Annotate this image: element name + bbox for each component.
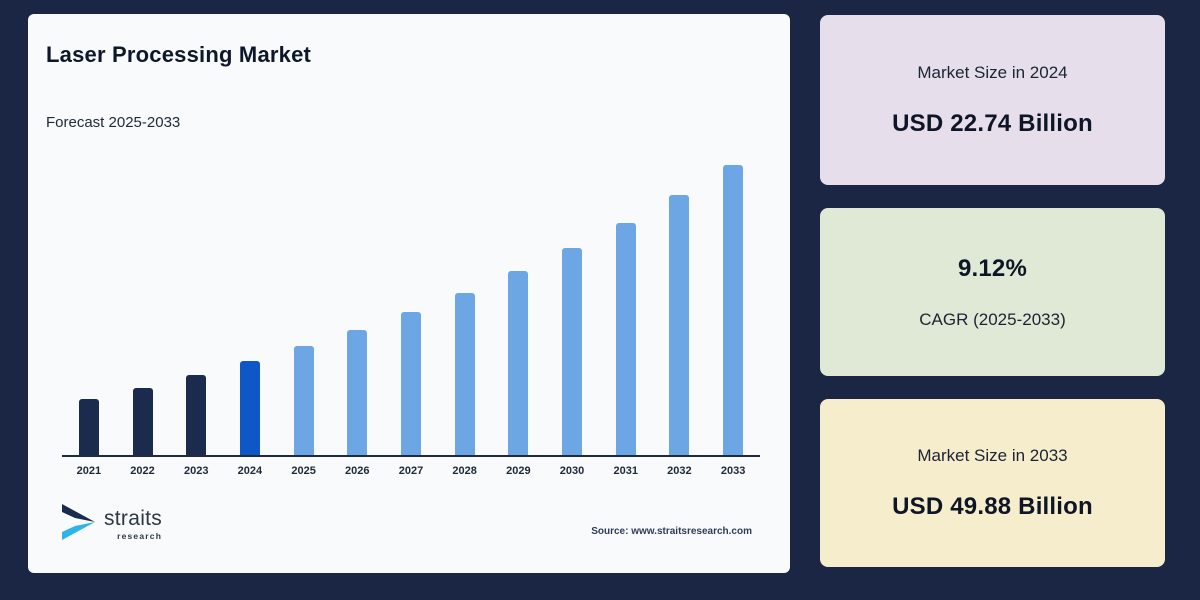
bar-column-2021 <box>62 399 116 455</box>
x-axis-tick-2023: 2023 <box>183 465 209 477</box>
bar-column-2033 <box>706 165 760 455</box>
bar-column-2026 <box>330 330 384 455</box>
bar-column-2028 <box>438 293 492 455</box>
stat-card-market-size-2033: Market Size in 2033 USD 49.88 Billion <box>820 399 1165 567</box>
x-axis-tick-2029: 2029 <box>506 465 531 477</box>
stat-card-market-size-2024: Market Size in 2024 USD 22.74 Billion <box>820 15 1165 185</box>
straits-logo-icon <box>58 502 98 547</box>
page-title: Laser Processing Market <box>46 42 312 67</box>
bar-2030 <box>562 248 583 455</box>
bar-column-2029 <box>492 271 546 455</box>
stat-value: 9.12% <box>957 254 1028 282</box>
bar-2023 <box>186 375 207 455</box>
chart-card: Laser Processing Market Forecast 2025-20… <box>28 14 790 573</box>
logo-subtitle: research <box>117 530 163 541</box>
stat-card-cagr: 9.12% CAGR (2025-2033) <box>820 208 1165 376</box>
bar-column-2025 <box>277 346 331 455</box>
stat-value: USD 22.74 Billion <box>892 109 1093 137</box>
bar-column-2023 <box>169 375 223 455</box>
bar-2022 <box>132 388 153 455</box>
stat-label: CAGR (2025-2033) <box>919 309 1066 329</box>
bar-2028 <box>454 293 475 455</box>
bar-2026 <box>347 330 368 455</box>
bar-2027 <box>400 312 421 455</box>
bar-2033 <box>723 165 744 455</box>
bar-column-2032 <box>653 195 707 455</box>
straits-research-logo: straits research <box>58 502 162 547</box>
x-axis-tick-2033: 2033 <box>720 465 746 477</box>
bar-2032 <box>669 195 690 455</box>
x-axis-tick-2032: 2032 <box>667 465 692 477</box>
bar-2031 <box>615 223 636 455</box>
bar-2029 <box>508 271 529 455</box>
x-axis-tick-2026: 2026 <box>345 465 370 477</box>
bar-plot <box>62 165 760 457</box>
bar-2025 <box>293 346 314 455</box>
x-axis-tick-2027: 2027 <box>398 465 424 477</box>
bar-2021 <box>78 399 99 455</box>
chart-subtitle: Forecast 2025-2033 <box>46 114 181 131</box>
x-axis-tick-2025: 2025 <box>291 465 316 477</box>
stat-label: Market Size in 2033 <box>917 445 1068 465</box>
bar-column-2024 <box>223 361 277 455</box>
bar-column-2031 <box>599 223 653 455</box>
stat-value: USD 49.88 Billion <box>892 492 1093 520</box>
x-axis-labels: 2021 2022 2023 2024 2025 2026 2027 2028 2029 2030… <box>62 465 760 477</box>
logo-text: straits research <box>104 506 163 541</box>
x-axis-tick-2028: 2028 <box>452 465 477 477</box>
x-axis-tick-2024: 2024 <box>237 465 263 477</box>
x-axis-tick-2021: 2021 <box>76 465 102 477</box>
bar-2024 <box>239 361 260 455</box>
source-note: Source: www.straitsresearch.com <box>591 526 752 537</box>
bar-column-2027 <box>384 312 438 455</box>
bar-column-2022 <box>116 388 170 455</box>
x-axis-tick-2031: 2031 <box>613 465 638 477</box>
x-axis-tick-2022: 2022 <box>130 465 155 477</box>
bar-chart: 2021 2022 2023 2024 2025 2026 2027 2028 2029 2030… <box>62 165 760 477</box>
x-axis-tick-2030: 2030 <box>559 465 585 477</box>
logo-name: straits <box>104 506 163 530</box>
stat-label: Market Size in 2024 <box>917 62 1068 82</box>
bar-column-2030 <box>545 248 599 455</box>
stat-cards-column: Market Size in 2024 USD 22.74 Billion 9.… <box>820 15 1165 567</box>
